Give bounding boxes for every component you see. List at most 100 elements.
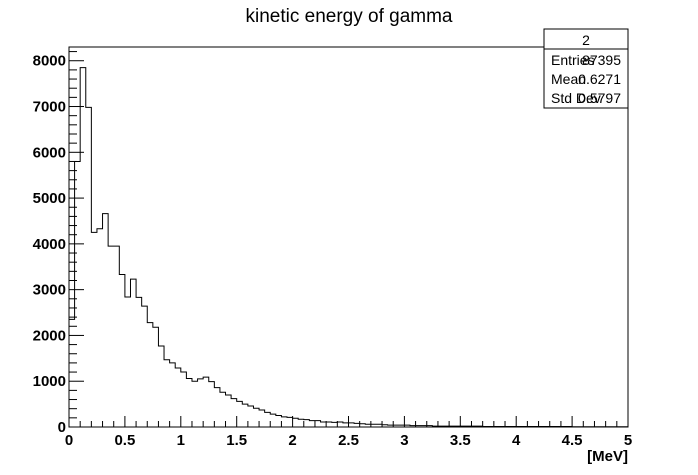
histogram-bin [388, 425, 394, 427]
histogram-bin [438, 426, 444, 427]
stats-mean-value: 0.6271 [578, 71, 621, 87]
x-tick-label: 0.5 [114, 432, 135, 449]
histogram-bin [248, 406, 254, 427]
histogram-bin [315, 421, 321, 427]
histogram-bin [326, 422, 332, 427]
stats-box-border [543, 28, 629, 109]
histogram-bin [136, 297, 142, 427]
x-tick-label: 1.5 [226, 432, 247, 449]
histogram-bin [337, 422, 343, 427]
histogram-bin [91, 232, 97, 427]
histogram-bin [455, 426, 461, 427]
histogram-bin [158, 346, 164, 427]
y-tick-label: 7000 [33, 99, 66, 116]
histogram-bin [253, 408, 259, 427]
stats-box-name: 2 [582, 32, 590, 48]
y-tick-label: 8000 [33, 53, 66, 70]
histogram-bin [164, 360, 170, 427]
y-tick-label: 1000 [33, 373, 66, 390]
histogram-bin [343, 423, 349, 427]
y-tick-label: 4000 [33, 236, 66, 253]
histogram-bin [86, 107, 92, 427]
histogram-series [68, 67, 629, 428]
x-tick-label: 0 [65, 432, 73, 449]
histogram-bin [444, 426, 450, 427]
histogram-bin [477, 426, 483, 427]
histogram-bin [281, 417, 287, 427]
histogram-bin [119, 275, 125, 427]
histogram-bin [186, 378, 192, 427]
histogram-bin [382, 425, 388, 427]
histogram-bin [147, 323, 153, 427]
histogram-bin [114, 246, 120, 427]
histogram-bin [214, 388, 220, 427]
histogram-bin [175, 368, 181, 427]
histogram-bin [287, 417, 293, 427]
x-tick-label: 3 [400, 432, 408, 449]
histogram-bin [125, 297, 131, 427]
histogram-bin [103, 214, 109, 427]
histogram-bin [365, 424, 371, 427]
histogram-bin [376, 424, 382, 427]
stats-stddev-label: Std Dev [551, 90, 601, 106]
x-tick-label: 4 [512, 432, 521, 449]
histogram-bin [298, 419, 304, 427]
histogram-bin [75, 161, 81, 427]
histogram-bin [192, 381, 198, 427]
stats-stddev-value: 0.5797 [578, 90, 621, 106]
histogram-bin [293, 418, 299, 427]
histogram-bin [427, 426, 433, 427]
histogram-bin [259, 410, 265, 427]
histogram-bin [108, 246, 114, 427]
y-tick-label: 3000 [33, 282, 66, 299]
histogram-bin [198, 379, 204, 427]
histogram-bin [203, 377, 209, 427]
histogram-bin [276, 416, 282, 427]
stats-entries-label: Entries [551, 52, 595, 68]
histogram-bins [69, 68, 628, 427]
histogram-bin [142, 306, 148, 427]
y-tick-label: 2000 [33, 327, 66, 344]
y-tick-label: 6000 [33, 144, 66, 161]
y-axis: 0 1000 2000 3000 4000 5000 6000 7000 8000 [33, 51, 84, 436]
x-tick-label: 1 [177, 432, 185, 449]
histogram-bin [231, 399, 237, 427]
histogram-bin [354, 423, 360, 427]
histogram-bin [97, 229, 103, 427]
histogram-bin [404, 425, 410, 427]
y-tick-label: 0 [58, 419, 66, 436]
histogram-bin [130, 279, 136, 427]
histogram-bin [332, 422, 338, 427]
histogram-bin [321, 422, 327, 427]
x-tick-label: 2 [288, 432, 296, 449]
x-tick-label: 3.5 [450, 432, 471, 449]
histogram-bin [237, 401, 243, 427]
histogram-bin [393, 425, 399, 427]
histogram-bin [449, 426, 455, 427]
histogram-bin [360, 424, 366, 427]
histogram-bin [421, 426, 427, 427]
histogram-bin [371, 424, 377, 427]
stats-entries-value: 87395 [582, 52, 621, 68]
x-tick-label: 5 [624, 432, 632, 449]
histogram-bin [265, 412, 271, 427]
histogram-bin [270, 414, 276, 427]
histogram-bin [170, 363, 176, 427]
x-tick-label: 4.5 [562, 432, 583, 449]
x-axis-title: [MeV] [587, 448, 628, 465]
x-tick-label: 2.5 [338, 432, 359, 449]
stats-mean-label: Mean [551, 71, 586, 87]
histogram-bin [410, 426, 416, 427]
histogram-bin [153, 327, 159, 427]
histogram-bin [460, 426, 466, 427]
histogram-bin [80, 68, 86, 427]
histogram-bin [304, 420, 310, 427]
histogram-bin [209, 382, 215, 427]
x-axis: 0 0.5 1 1.5 2 2.5 3 3.5 4 4.5 5 [65, 416, 632, 449]
stats-box: 2 Entries 87395 Mean 0.6271 Std Dev 0.57… [543, 28, 629, 109]
histogram-bin [181, 372, 187, 427]
histogram-bin [399, 425, 405, 427]
histogram-bin [242, 404, 248, 427]
chart-title: kinetic energy of gamma [246, 6, 453, 27]
